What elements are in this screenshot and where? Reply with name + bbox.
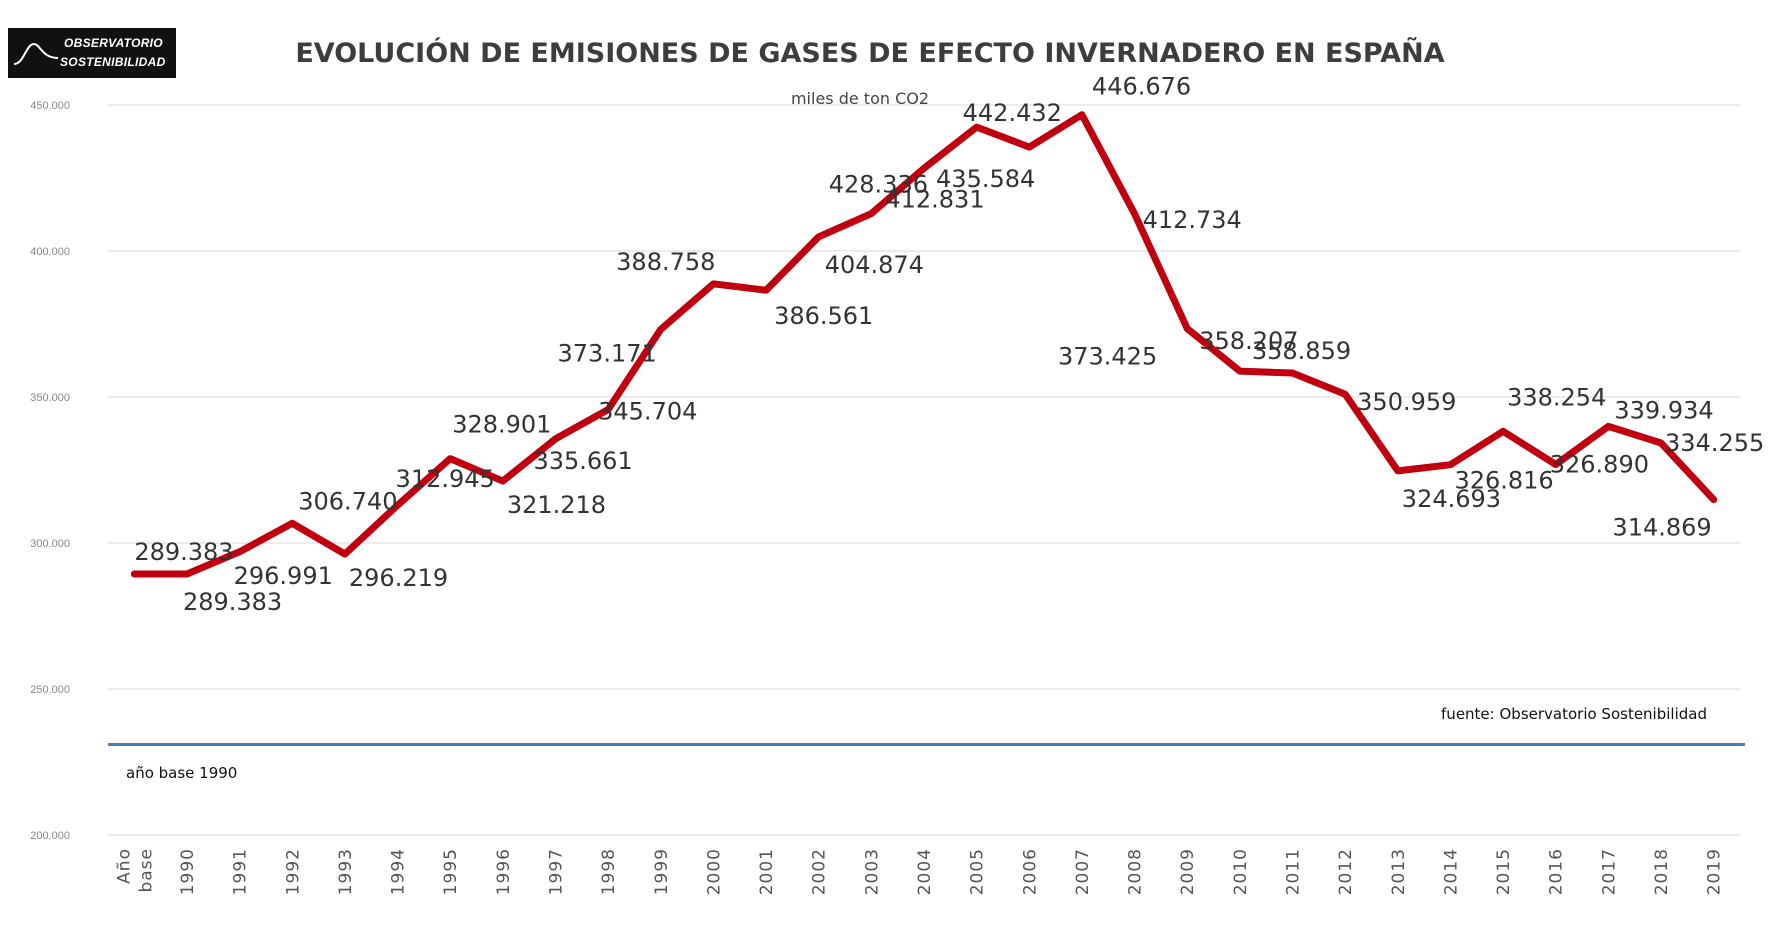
data-label: 289.383 [183, 588, 282, 616]
data-label: 339.934 [1614, 396, 1713, 424]
x-tick-label: 2010 [1231, 848, 1251, 895]
y-tick-label: 450.000 [30, 100, 70, 112]
x-tick-label: 2014 [1441, 848, 1461, 895]
data-label: 412.831 [885, 186, 984, 214]
data-label: 321.218 [507, 491, 606, 519]
x-tick-label: 1994 [389, 848, 409, 895]
x-tick-label: 2012 [1336, 848, 1356, 895]
data-label: 324.693 [1402, 485, 1501, 513]
logo: OBSERVATORIO SOSTENIBILIDAD [8, 28, 176, 78]
reference-line-label: año base 1990 [126, 764, 237, 782]
x-tick-label: 2003 [862, 848, 882, 895]
data-label: 373.171 [558, 339, 657, 367]
data-label: 296.219 [349, 564, 448, 592]
x-tick-label: 1995 [441, 848, 461, 895]
data-label: 312.945 [396, 465, 495, 493]
x-tick-label: 2016 [1547, 848, 1567, 895]
data-label: 446.676 [1092, 73, 1191, 101]
source-note: fuente: Observatorio Sostenibilidad [1441, 705, 1707, 723]
gridlines [108, 104, 1740, 836]
data-label: 345.704 [598, 398, 697, 426]
x-tick-label: 1991 [231, 848, 251, 895]
y-tick-label: 250.000 [30, 684, 70, 696]
x-tick-label: 2000 [704, 848, 724, 895]
data-label: 350.959 [1357, 388, 1456, 416]
x-tick-label: Año [114, 848, 134, 884]
x-tick-label: 2015 [1494, 848, 1514, 895]
data-label: 338.254 [1507, 383, 1606, 411]
x-tick-label: 2013 [1389, 848, 1409, 895]
y-tick-label: 350.000 [30, 392, 70, 404]
x-tick-label: 2008 [1126, 848, 1146, 895]
x-tick-label: 1992 [283, 848, 303, 895]
x-tick-label: 2011 [1284, 848, 1304, 895]
data-label: 412.734 [1143, 206, 1242, 234]
x-tick-label: 2004 [915, 848, 935, 895]
data-label: 328.901 [452, 411, 551, 439]
y-tick-label: 200.000 [30, 830, 70, 842]
x-tick-label: 2019 [1705, 848, 1725, 895]
x-tick-label: 1996 [494, 848, 514, 895]
x-tick-label: 1999 [652, 848, 672, 895]
y-axis: 200.000 250.000 300.000 350.000 400.000 450.0… [30, 100, 70, 842]
x-tick-label: 2002 [810, 848, 830, 895]
data-label: 358.207 [1199, 327, 1298, 355]
x-tick-label: 1998 [599, 848, 619, 895]
x-axis: Año base 1990 1991 1992 1993 1994 1995 1996 1997 1… [114, 848, 1724, 895]
data-label: 442.432 [963, 99, 1062, 127]
y-tick-label: 400.000 [30, 246, 70, 258]
data-label: 296.991 [234, 562, 333, 590]
data-label: 314.869 [1612, 514, 1711, 542]
data-label: 386.561 [774, 302, 873, 330]
chart-subtitle: miles de ton CO2 [791, 89, 929, 108]
data-label: 388.758 [616, 248, 715, 276]
data-label: 335.661 [533, 447, 632, 475]
data-label: 334.255 [1665, 429, 1764, 457]
logo-line1: OBSERVATORIO [64, 36, 163, 50]
data-label: 326.816 [1454, 467, 1553, 495]
chart-title: EVOLUCIÓN DE EMISIONES DE GASES DE EFECT… [295, 37, 1444, 69]
data-label: 428.336 [829, 170, 928, 198]
data-label: 435.584 [936, 165, 1035, 193]
x-tick-label: base [136, 848, 156, 893]
data-label: 326.890 [1550, 450, 1649, 478]
x-tick-label: 1990 [178, 848, 198, 895]
series-line [130, 111, 1718, 578]
y-tick-label: 300.000 [30, 538, 70, 550]
logo-line2: SOSTENIBILIDAD [60, 55, 166, 69]
data-label: 358.859 [1252, 337, 1351, 365]
x-tick-label: 1993 [336, 848, 356, 895]
data-label: 404.874 [825, 251, 924, 279]
x-tick-label: 2001 [757, 848, 777, 895]
data-label: 373.425 [1058, 343, 1157, 371]
logo-curve-icon [13, 42, 59, 65]
x-tick-label: 2017 [1599, 848, 1619, 895]
data-label: 289.383 [134, 538, 233, 566]
series-group [130, 111, 1718, 578]
x-tick-label: 2005 [968, 848, 988, 895]
data-label: 306.740 [298, 487, 397, 515]
x-tick-label: 1997 [546, 848, 566, 895]
x-tick-label: 2007 [1073, 848, 1093, 895]
x-tick-label: 2009 [1178, 848, 1198, 895]
x-tick-label: 2018 [1652, 848, 1672, 895]
x-tick-label: 2006 [1020, 848, 1040, 895]
